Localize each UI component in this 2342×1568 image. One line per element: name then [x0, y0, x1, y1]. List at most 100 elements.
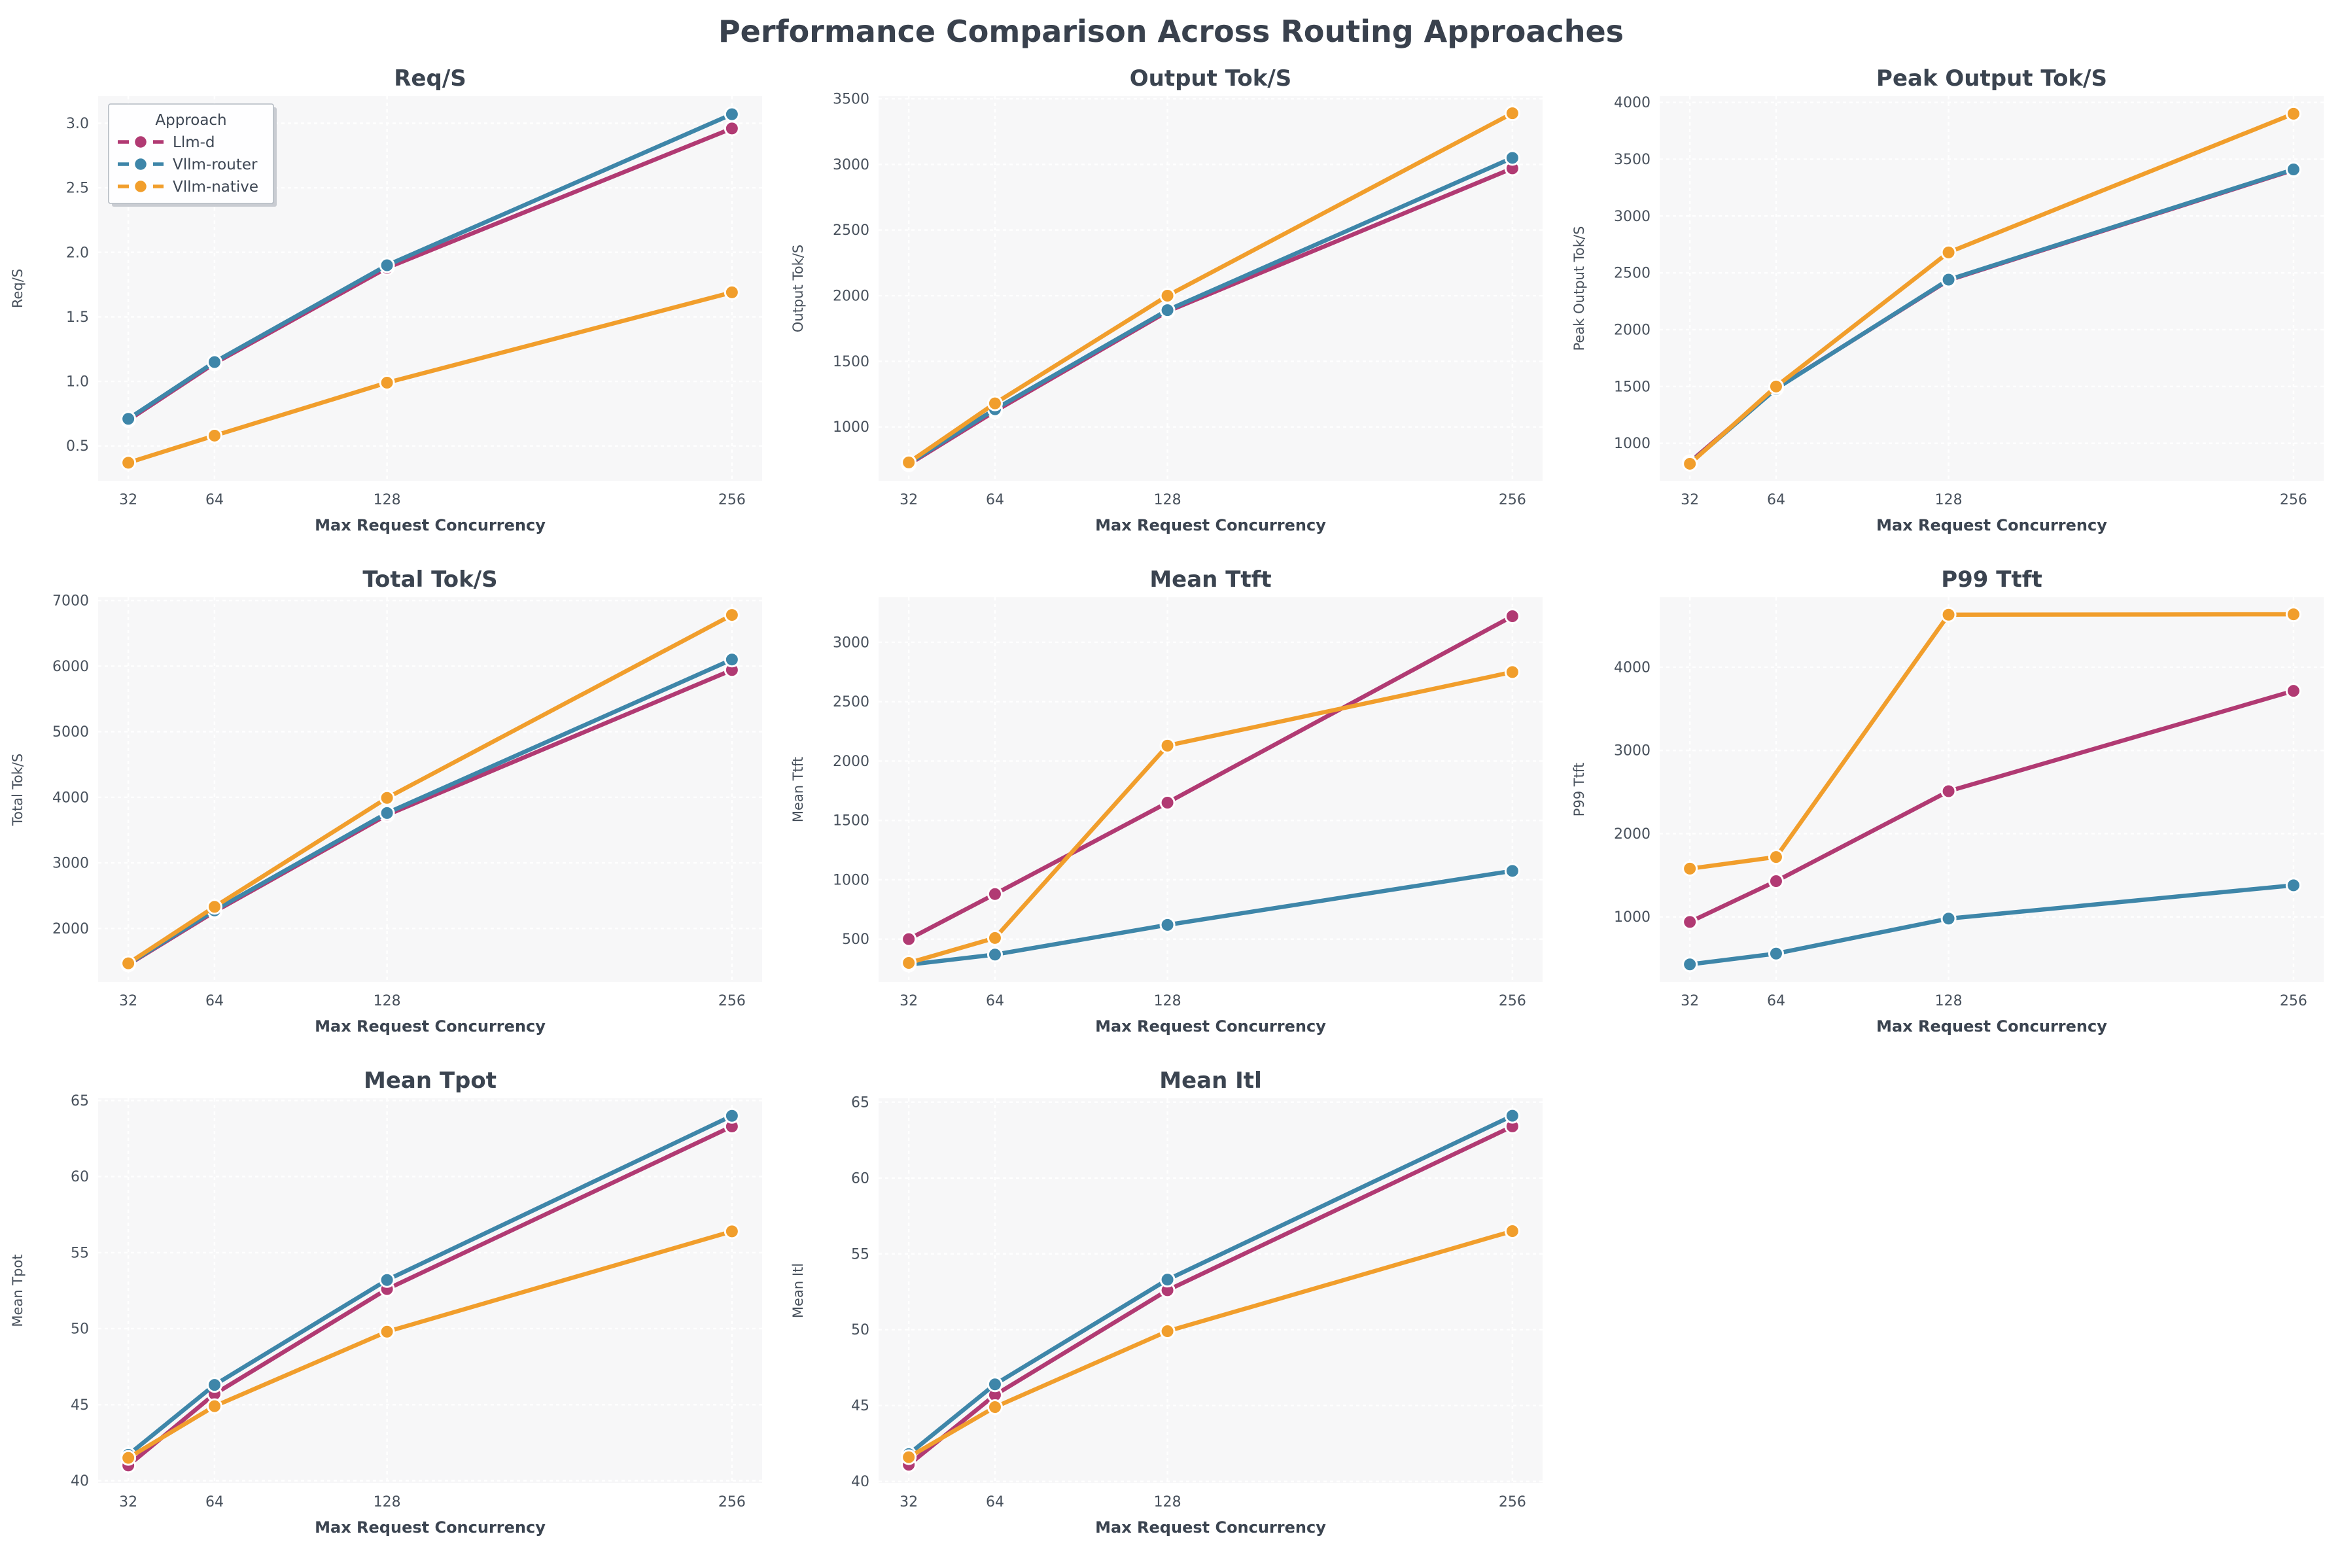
x-axis-label: Max Request Concurrency — [1095, 1518, 1326, 1537]
data-point-vllm-router — [987, 947, 1004, 963]
page-header: Performance Comparison Across Routing Ap… — [0, 0, 2342, 62]
chart-panel-p99-ttft: 1000 2000 3000 4000 32 64 128 256 P99 Ttft Max Re… — [1562, 563, 2342, 1064]
y-tick-label: 3500 — [833, 92, 869, 108]
y-tick-label: 500 — [842, 932, 869, 948]
x-tick-label: 128 — [374, 1494, 401, 1510]
legend-box — [108, 103, 274, 204]
data-point-llm-d — [901, 931, 917, 947]
y-tick-label: 45 — [71, 1397, 89, 1414]
data-point-llm-d — [1940, 783, 1957, 799]
data-point-vllm-native — [1681, 455, 1698, 472]
data-point-vllm-router — [1505, 1107, 1521, 1124]
chart-peak-output-tok-s: 1000 1500 2000 2500 3000 3500 4000 32 64 128 256 Pe… — [1571, 65, 2324, 534]
panel-title: Mean Itl — [1160, 1068, 1262, 1094]
data-point-vllm-native — [379, 375, 395, 391]
y-tick-label: 2000 — [833, 754, 869, 770]
y-tick-label: 7000 — [52, 593, 89, 610]
series-line-vllm-router — [1687, 883, 2296, 967]
y-tick-label: 60 — [851, 1170, 869, 1187]
x-tick-label: 32 — [119, 993, 137, 1009]
chart-mean-tpot: 40 45 50 55 60 65 32 64 128 256 Mean Tpot Max Reque… — [10, 1068, 762, 1537]
x-tick-label: 32 — [1681, 492, 1699, 508]
data-point-vllm-router — [206, 1377, 222, 1393]
data-point-vllm-router — [1159, 302, 1176, 319]
y-tick-label: 5000 — [52, 724, 89, 740]
x-tick-label: 64 — [986, 492, 1004, 508]
data-point-vllm-native — [901, 1449, 917, 1465]
x-tick-label: 32 — [900, 993, 918, 1009]
data-point-vllm-router — [1768, 945, 1784, 962]
y-tick-label: 2500 — [1614, 266, 1651, 282]
chart-total-tok-s: 2000 3000 4000 5000 6000 7000 32 64 128 256 Total … — [10, 566, 762, 1036]
data-point-llm-d — [724, 120, 740, 137]
x-tick-label: 256 — [718, 492, 746, 508]
data-point-vllm-router — [724, 652, 740, 668]
data-point-vllm-native — [901, 454, 917, 470]
y-axis-label: Peak Output Tok/S — [1571, 226, 1587, 351]
legend-marker — [133, 134, 149, 150]
x-tick-label: 32 — [900, 1494, 918, 1510]
y-tick-label: 2.0 — [66, 245, 89, 261]
data-point-vllm-native — [1940, 606, 1957, 623]
x-tick-label: 128 — [374, 993, 401, 1009]
chart-p99-ttft: 1000 2000 3000 4000 32 64 128 256 P99 Ttft Max Re… — [1571, 566, 2324, 1036]
panel-title: P99 Ttft — [1941, 566, 2042, 593]
data-point-vllm-router — [1505, 150, 1521, 166]
series-line-vllm-router — [126, 112, 735, 421]
series-line-vllm-native — [1687, 111, 2296, 466]
y-tick-label: 1000 — [1614, 436, 1651, 452]
page-title: Performance Comparison Across Routing Ap… — [718, 13, 1624, 49]
x-tick-label: 32 — [119, 492, 137, 508]
x-tick-label: 32 — [900, 492, 918, 508]
data-point-vllm-native — [1159, 288, 1176, 304]
x-tick-label: 64 — [205, 993, 224, 1009]
y-axis-label: Mean Ttft — [790, 757, 806, 822]
data-point-vllm-native — [206, 427, 222, 444]
data-point-vllm-native — [120, 955, 137, 971]
y-tick-label: 60 — [71, 1169, 89, 1185]
series-line-vllm-native — [907, 670, 1515, 966]
y-axis-label: Total Tok/S — [10, 754, 26, 826]
x-axis-label: Max Request Concurrency — [315, 1017, 546, 1036]
y-tick-label: 3000 — [833, 157, 869, 173]
data-point-vllm-router — [1940, 271, 1957, 288]
y-tick-label: 50 — [851, 1322, 869, 1338]
data-point-vllm-router — [1681, 956, 1698, 973]
series-line-vllm-native — [126, 290, 735, 465]
data-point-vllm-native — [1505, 105, 1521, 122]
data-point-vllm-router — [120, 411, 137, 427]
series-line-vllm-router — [907, 1113, 1515, 1457]
y-tick-label: 55 — [71, 1245, 89, 1261]
series-line-vllm-native — [126, 1229, 735, 1460]
data-point-vllm-router — [1159, 916, 1176, 933]
x-tick-label: 128 — [1154, 993, 1181, 1009]
x-tick-label: 256 — [1499, 492, 1526, 508]
plot-area — [879, 1098, 1543, 1483]
chart-panel-mean-ttft: 500 1000 1500 2000 2500 3000 32 64 128 256 Mean Tt… — [780, 563, 1561, 1064]
legend-marker — [133, 156, 149, 172]
y-tick-label: 3500 — [1614, 152, 1651, 168]
series-line-vllm-native — [1687, 612, 2296, 871]
plot-area — [1659, 96, 2324, 481]
data-point-vllm-native — [987, 1399, 1004, 1416]
data-point-vllm-native — [2285, 606, 2301, 623]
y-tick-label: 1500 — [833, 813, 869, 829]
y-tick-label: 0.5 — [66, 438, 89, 455]
data-point-vllm-native — [379, 790, 395, 806]
x-tick-label: 128 — [1934, 492, 1962, 508]
y-tick-label: 6000 — [52, 659, 89, 675]
panel-title: Output Tok/S — [1130, 65, 1292, 92]
data-point-vllm-native — [724, 607, 740, 623]
chart-mean-ttft: 500 1000 1500 2000 2500 3000 32 64 128 256 Mean Tt… — [790, 566, 1543, 1036]
series-line-vllm-router — [907, 156, 1515, 466]
y-tick-label: 40 — [71, 1473, 89, 1490]
y-tick-label: 65 — [851, 1094, 869, 1111]
chart-mean-itl: 40 45 50 55 60 65 32 64 128 256 Mean Itl Max Reques… — [790, 1068, 1543, 1537]
plot-area — [98, 597, 762, 982]
x-tick-label: 64 — [205, 492, 224, 508]
x-tick-label: 128 — [374, 492, 401, 508]
data-point-vllm-native — [1768, 378, 1784, 394]
y-tick-label: 4000 — [1614, 95, 1651, 111]
x-tick-label: 64 — [1767, 492, 1785, 508]
data-point-vllm-native — [987, 930, 1004, 946]
